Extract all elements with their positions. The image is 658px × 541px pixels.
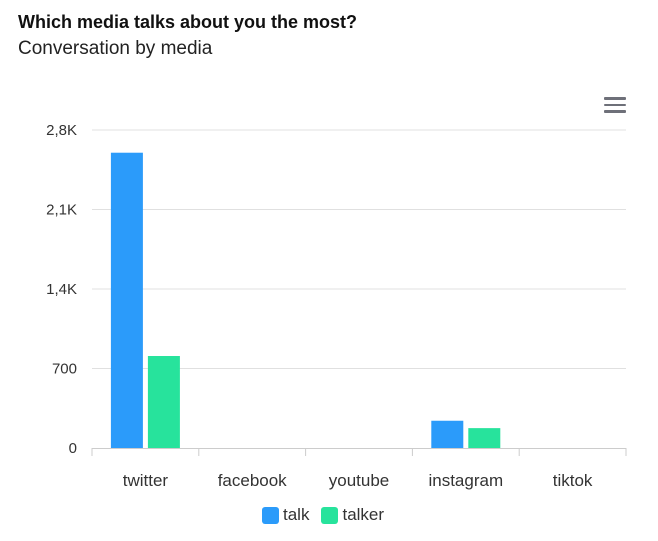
x-axis: twitter facebook youtube instagram tiktok	[91, 448, 627, 490]
bar-talker-twitter[interactable]	[147, 356, 180, 448]
y-tick-label: 2,8K	[46, 122, 77, 139]
legend-label: talk	[283, 505, 310, 524]
bars	[110, 152, 501, 448]
legend-item-talker[interactable]: talker	[321, 505, 384, 525]
legend-item-talk[interactable]: talk	[262, 505, 309, 525]
y-tick-label: 0	[69, 440, 77, 457]
chart-subtitle: Conversation by media	[18, 38, 213, 59]
legend-label: talker	[342, 505, 385, 524]
hamburger-menu-icon[interactable]	[602, 95, 628, 115]
bar-talk-instagram[interactable]	[431, 420, 464, 448]
y-tick-label: 700	[52, 361, 77, 378]
legend: talk talker	[262, 505, 384, 525]
x-tick-label: youtube	[329, 471, 390, 490]
y-axis-ticks: 0 700 1,4K 2,1K 2,8K	[46, 122, 77, 457]
chart-title: Which media talks about you the most?	[18, 12, 358, 32]
y-tick-label: 1,4K	[46, 281, 77, 298]
gridlines	[92, 129, 626, 369]
legend-swatch	[321, 506, 339, 524]
x-tick-label: twitter	[123, 471, 169, 490]
x-tick-label: instagram	[428, 471, 503, 490]
x-tick-label: facebook	[218, 471, 287, 490]
bar-talker-instagram[interactable]	[468, 428, 501, 448]
y-tick-label: 2,1K	[46, 202, 77, 219]
legend-swatch	[262, 506, 279, 524]
bar-talk-twitter[interactable]	[110, 152, 143, 448]
x-tick-label: tiktok	[553, 471, 593, 490]
